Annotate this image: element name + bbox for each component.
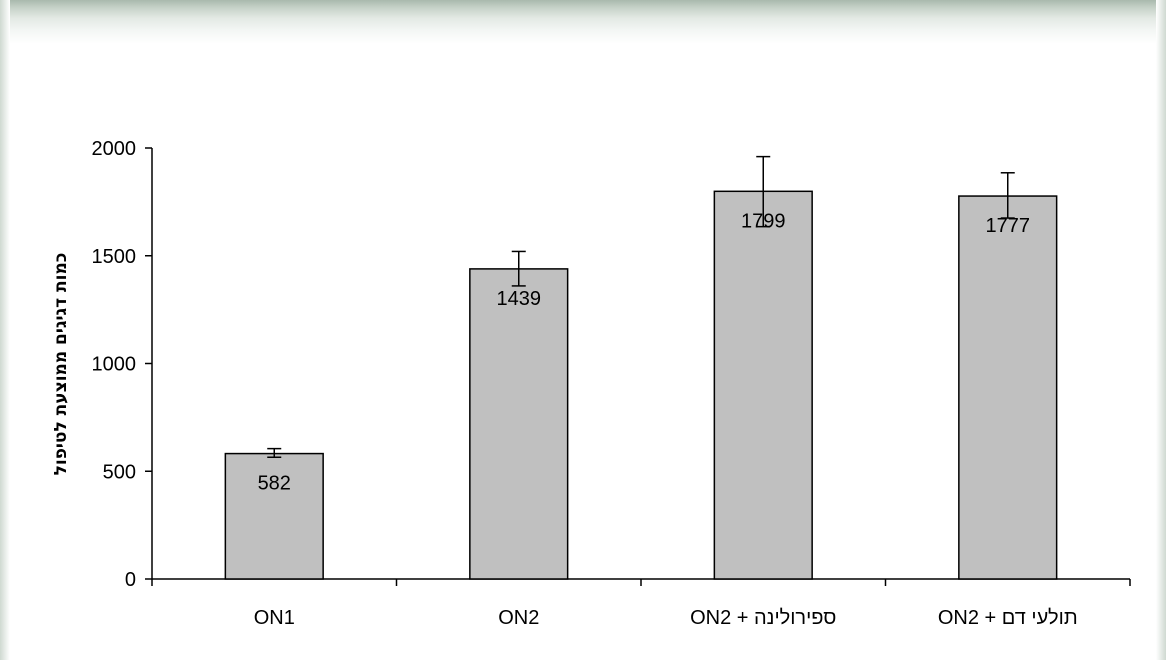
bar-2 [469, 268, 569, 580]
y-tick-label: 1000 [92, 354, 137, 376]
y-axis-title: כמות דגיגים ממוצעת לטיפול [51, 253, 71, 476]
bar-4 [958, 195, 1058, 580]
category-label-1: ON1 [254, 607, 295, 629]
bar-1 [224, 452, 324, 580]
y-tick-label: 1500 [92, 246, 137, 268]
y-tick-label: 0 [125, 569, 136, 591]
bar-3 [713, 190, 813, 580]
data-label-4: 1777 [986, 215, 1031, 237]
category-label-3: ON2 + ספירולינה [690, 607, 836, 629]
data-label-2: 1439 [497, 288, 542, 310]
category-label-4: ON2 + תולעי דם [938, 607, 1078, 629]
y-tick-label: 2000 [92, 138, 137, 160]
y-tick-label: 500 [103, 461, 136, 483]
data-label-3: 1799 [741, 210, 786, 232]
data-label-1: 582 [258, 473, 291, 495]
category-label-2: ON2 [498, 607, 539, 629]
